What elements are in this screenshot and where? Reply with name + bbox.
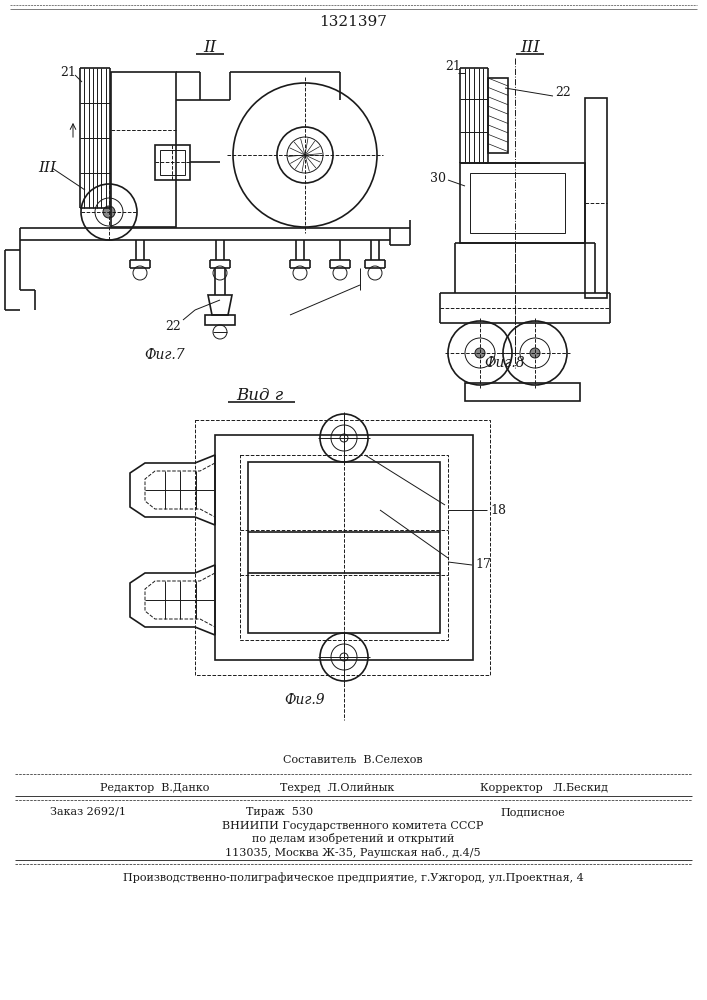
Text: Фиг.8: Фиг.8 xyxy=(485,356,525,370)
Text: 22: 22 xyxy=(555,87,571,100)
Bar xyxy=(160,150,185,175)
Text: 1321397: 1321397 xyxy=(319,15,387,29)
Text: Фиг.7: Фиг.7 xyxy=(145,348,185,362)
Bar xyxy=(460,163,585,243)
Circle shape xyxy=(103,206,115,218)
Text: 21: 21 xyxy=(445,60,461,73)
Text: 17: 17 xyxy=(475,558,491,572)
Circle shape xyxy=(475,348,485,358)
Text: 21: 21 xyxy=(60,66,76,79)
Text: III: III xyxy=(520,39,540,56)
Bar xyxy=(205,315,235,325)
Text: Тираж  530: Тираж 530 xyxy=(247,807,314,817)
Bar xyxy=(195,420,490,675)
Text: 30: 30 xyxy=(430,172,446,184)
Text: 18: 18 xyxy=(490,504,506,516)
Text: 22: 22 xyxy=(165,320,181,332)
Bar xyxy=(240,455,448,640)
Text: Техред  Л.Олийнык: Техред Л.Олийнык xyxy=(280,783,395,793)
Bar xyxy=(111,72,176,227)
Text: Производственно-полиграфическое предприятие, г.Ужгород, ул.Проектная, 4: Производственно-полиграфическое предприя… xyxy=(122,873,583,883)
Circle shape xyxy=(530,348,540,358)
Text: III: III xyxy=(38,161,56,175)
Text: Фиг.9: Фиг.9 xyxy=(285,693,325,707)
Bar xyxy=(465,383,580,401)
Text: ВНИИПИ Государственного комитета СССР: ВНИИПИ Государственного комитета СССР xyxy=(222,821,484,831)
Text: Заказ 2692/1: Заказ 2692/1 xyxy=(50,807,126,817)
Text: Редактор  В.Данко: Редактор В.Данко xyxy=(100,783,209,793)
Text: 113035, Москва Ж-35, Раушская наб., д.4/5: 113035, Москва Ж-35, Раушская наб., д.4/… xyxy=(226,846,481,857)
Text: Вид г: Вид г xyxy=(236,386,284,403)
Bar xyxy=(470,173,565,233)
Bar xyxy=(585,98,607,298)
Text: Составитель  В.Селехов: Составитель В.Селехов xyxy=(284,755,423,765)
Text: Подписное: Подписное xyxy=(500,807,565,817)
Bar xyxy=(248,462,440,633)
Bar xyxy=(155,145,190,180)
Text: по делам изобретений и открытий: по делам изобретений и открытий xyxy=(252,834,454,844)
Text: Корректор   Л.Бескид: Корректор Л.Бескид xyxy=(480,783,608,793)
Bar xyxy=(215,435,473,660)
Text: II: II xyxy=(204,39,216,56)
Bar xyxy=(488,78,508,153)
